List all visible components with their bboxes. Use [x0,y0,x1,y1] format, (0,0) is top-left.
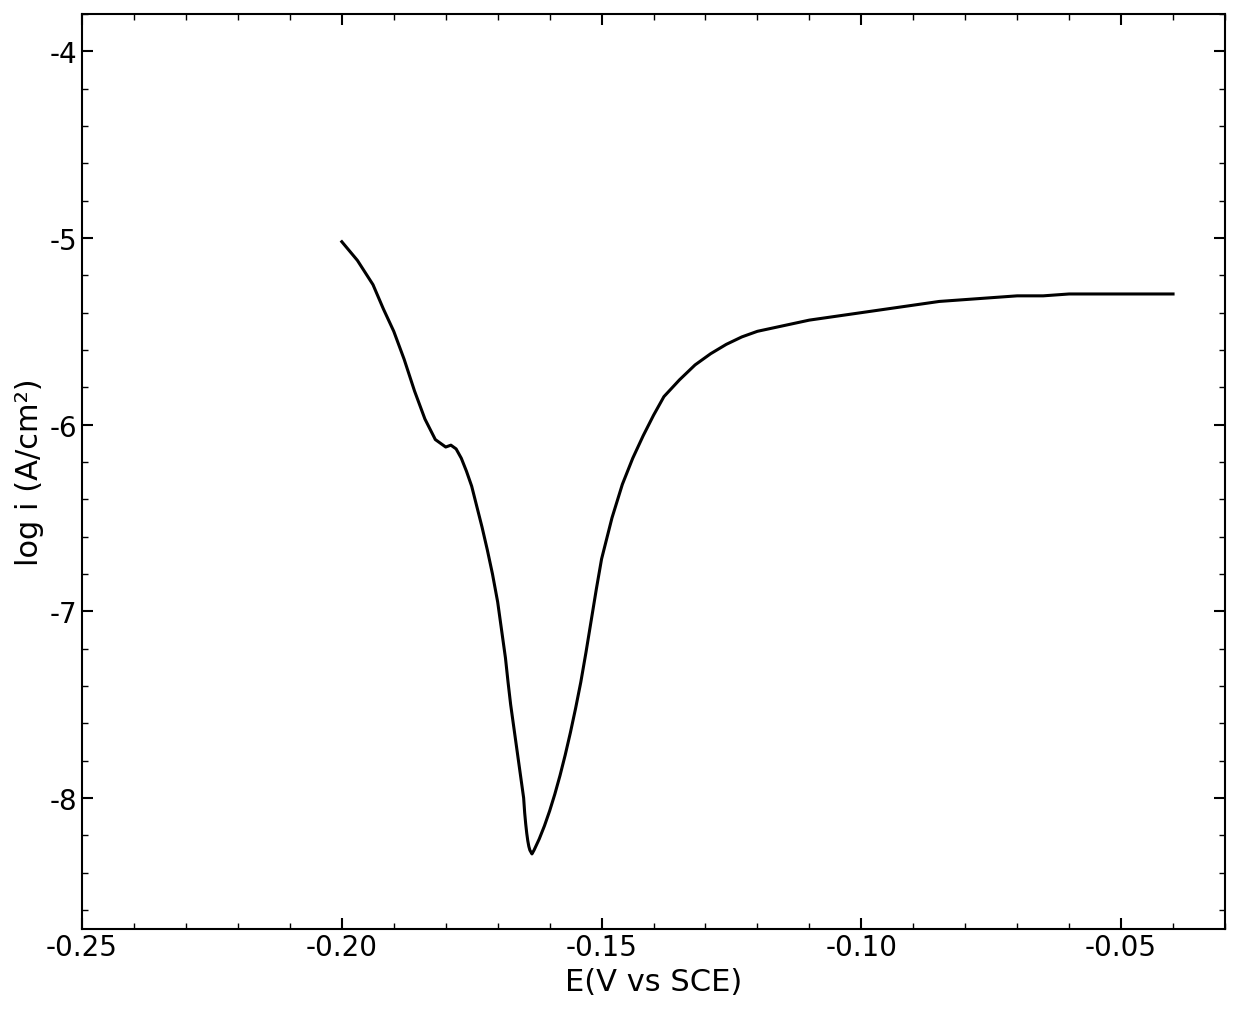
Y-axis label: log i (A/cm²): log i (A/cm²) [15,378,43,565]
X-axis label: E(V vs SCE): E(V vs SCE) [565,968,743,996]
